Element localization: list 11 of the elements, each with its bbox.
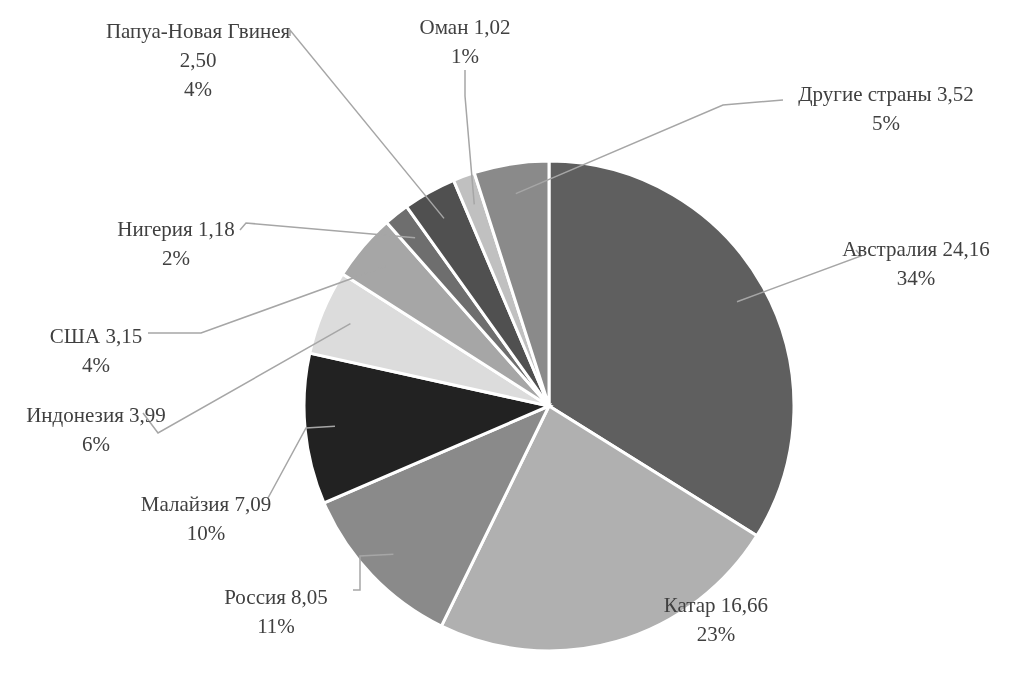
slice-label: Австралия 24,16 34% — [842, 237, 990, 290]
slice-label: Катар 16,66 23% — [663, 593, 769, 646]
slice-label: Малайзия 7,09 10% — [140, 492, 272, 545]
slice-label: Оман 1,02 1% — [419, 15, 511, 68]
slice-label: Другие страны 3,52 5% — [798, 82, 974, 135]
slice-label: Россия 8,05 11% — [224, 585, 328, 638]
slice-label: Нигерия 1,18 2% — [117, 217, 235, 270]
slice-label: США 3,15 4% — [49, 324, 143, 377]
slice-label: Индонезия 3,99 6% — [26, 403, 166, 456]
data-label: 2,50 4% — [179, 48, 217, 101]
slice-label: Папуа-Новая Гвинея — [105, 19, 291, 43]
